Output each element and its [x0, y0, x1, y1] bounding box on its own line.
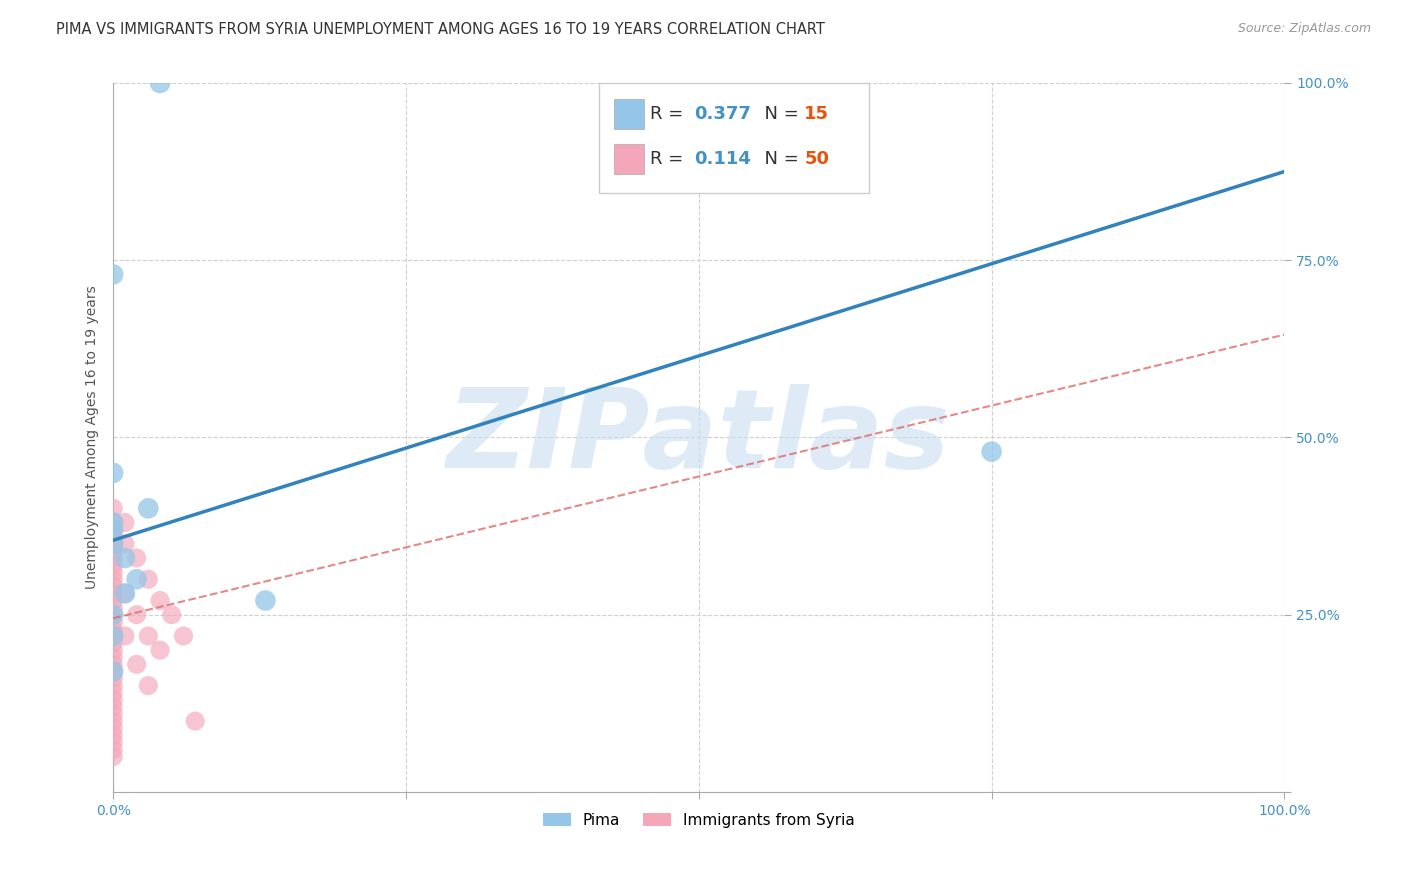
Point [103, 629, 125, 643]
Point [114, 551, 136, 566]
Text: 50: 50 [804, 150, 830, 168]
Point [103, 466, 125, 480]
Point [103, 607, 125, 622]
Point [114, 629, 136, 643]
Point [114, 586, 136, 600]
Point [103, 643, 125, 657]
Point [103, 693, 125, 707]
Text: PIMA VS IMMIGRANTS FROM SYRIA UNEMPLOYMENT AMONG AGES 16 TO 19 YEARS CORRELATION: PIMA VS IMMIGRANTS FROM SYRIA UNEMPLOYME… [56, 22, 825, 37]
Text: 15: 15 [804, 105, 830, 123]
Point [103, 501, 125, 516]
Point [103, 607, 125, 622]
Point [103, 523, 125, 537]
FancyBboxPatch shape [614, 99, 644, 129]
Point [172, 629, 194, 643]
Point [103, 629, 125, 643]
Point [103, 650, 125, 665]
Point [103, 615, 125, 629]
Point [136, 501, 159, 516]
FancyBboxPatch shape [599, 83, 869, 193]
Point [103, 586, 125, 600]
Point [103, 714, 125, 728]
Point [103, 537, 125, 551]
Text: 0.114: 0.114 [695, 150, 751, 168]
Point [149, 593, 172, 607]
Point [103, 672, 125, 686]
Point [254, 593, 277, 607]
Point [103, 516, 125, 530]
Point [103, 544, 125, 558]
Point [103, 636, 125, 650]
Point [103, 749, 125, 764]
Point [103, 699, 125, 714]
Point [103, 268, 125, 282]
Point [125, 607, 148, 622]
Point [103, 579, 125, 593]
Point [114, 516, 136, 530]
Point [149, 76, 172, 90]
Point [184, 714, 207, 728]
Point [103, 537, 125, 551]
Point [136, 572, 159, 586]
Point [103, 706, 125, 721]
Point [103, 593, 125, 607]
Text: 0.377: 0.377 [695, 105, 751, 123]
Point [125, 657, 148, 672]
Point [114, 537, 136, 551]
Legend: Pima, Immigrants from Syria: Pima, Immigrants from Syria [537, 806, 860, 834]
Text: ZIPatlas: ZIPatlas [447, 384, 950, 491]
Text: N =: N = [752, 150, 804, 168]
Point [103, 565, 125, 579]
FancyBboxPatch shape [614, 144, 644, 174]
Point [103, 551, 125, 566]
Point [103, 622, 125, 636]
Point [103, 600, 125, 615]
Point [160, 607, 183, 622]
Point [149, 643, 172, 657]
Point [103, 679, 125, 693]
Point [103, 735, 125, 749]
Point [103, 657, 125, 672]
Point [103, 665, 125, 679]
Point [114, 586, 136, 600]
Point [980, 444, 1002, 458]
Point [103, 572, 125, 586]
Point [103, 721, 125, 735]
Y-axis label: Unemployment Among Ages 16 to 19 years: Unemployment Among Ages 16 to 19 years [86, 285, 100, 590]
Text: N =: N = [752, 105, 804, 123]
Point [103, 728, 125, 742]
Point [125, 551, 148, 566]
Point [103, 523, 125, 537]
Point [136, 679, 159, 693]
Text: R =: R = [650, 105, 689, 123]
Point [103, 530, 125, 544]
Point [103, 686, 125, 700]
Point [103, 516, 125, 530]
Text: Source: ZipAtlas.com: Source: ZipAtlas.com [1237, 22, 1371, 36]
Point [103, 665, 125, 679]
Point [125, 572, 148, 586]
Point [103, 742, 125, 756]
Point [103, 558, 125, 572]
Point [136, 629, 159, 643]
Text: R =: R = [650, 150, 689, 168]
